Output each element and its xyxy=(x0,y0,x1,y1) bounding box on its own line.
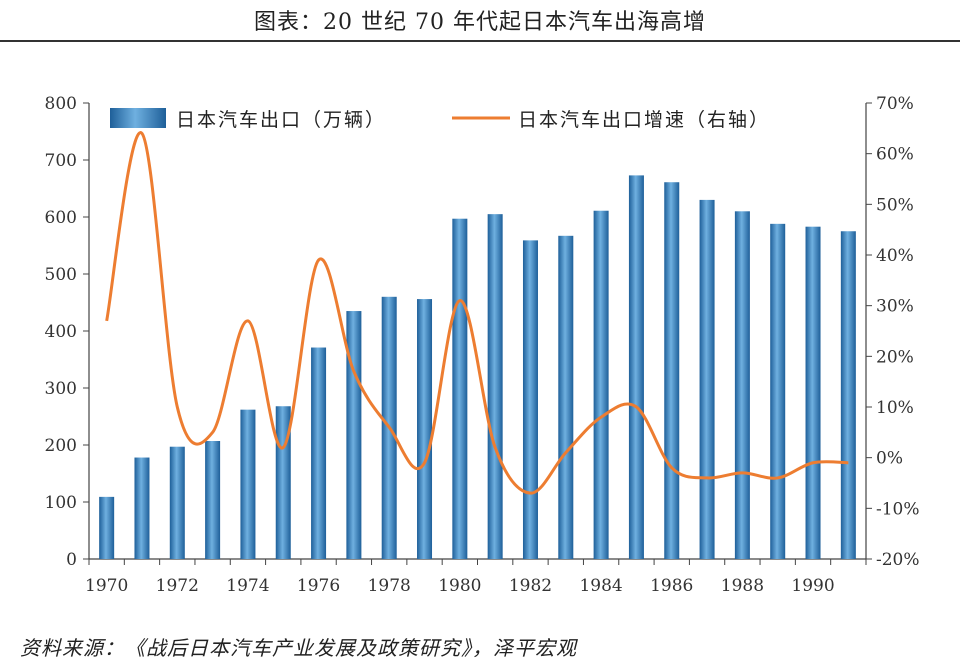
bars xyxy=(99,175,856,560)
export-bar xyxy=(558,235,574,559)
export-bar xyxy=(99,496,115,559)
left-tick-label: 700 xyxy=(45,151,77,171)
export-bar xyxy=(134,457,150,559)
left-tick-label: 100 xyxy=(45,493,77,513)
source-note: 资料来源：《战后日本汽车产业发展及政策研究》，泽平宏观 xyxy=(20,636,577,660)
export-bar xyxy=(417,299,433,559)
chart-title: 图表：20 世纪 70 年代起日本汽车出海高增 xyxy=(254,10,706,35)
right-tick-label: 40% xyxy=(876,246,914,266)
export-bar xyxy=(593,210,609,560)
x-tick-label: 1986 xyxy=(650,576,693,596)
x-tick-label: 1970 xyxy=(85,576,128,596)
right-tick-label: 20% xyxy=(876,347,914,367)
export-bar xyxy=(205,441,221,559)
export-bar xyxy=(628,175,644,559)
right-tick-label: 60% xyxy=(876,145,914,165)
right-tick-label: 0% xyxy=(876,449,903,469)
export-bar xyxy=(840,231,856,559)
x-tick-label: 1988 xyxy=(721,576,764,596)
x-tick-label: 1984 xyxy=(579,576,622,596)
x-tick-label: 1972 xyxy=(156,576,199,596)
legend: 日本汽车出口（万辆） 日本汽车出口增速（右轴） xyxy=(110,108,770,131)
right-tick-label: 30% xyxy=(876,297,914,317)
left-tick-label: 300 xyxy=(45,379,77,399)
export-bar xyxy=(699,199,715,559)
export-bar xyxy=(734,211,750,560)
export-bar xyxy=(311,347,327,559)
left-tick-label: 600 xyxy=(45,208,77,228)
export-bar xyxy=(240,409,256,559)
left-tick-label: 800 xyxy=(45,94,77,114)
x-tick-label: 1990 xyxy=(791,576,834,596)
x-tick-label: 1978 xyxy=(368,576,411,596)
x-tick-label: 1974 xyxy=(226,576,269,596)
x-tick-label: 1982 xyxy=(509,576,552,596)
left-tick-label: 400 xyxy=(45,322,77,342)
left-tick-label: 0 xyxy=(66,550,77,570)
right-tick-label: 70% xyxy=(876,94,914,114)
right-tick-label: -10% xyxy=(876,499,920,519)
legend-bar-swatch xyxy=(110,108,166,128)
export-bar xyxy=(452,218,468,559)
right-tick-label: 10% xyxy=(876,398,914,418)
growth-line-layer xyxy=(105,131,849,495)
right-tick-label: -20% xyxy=(876,550,920,570)
tick-labels: 0 100 200 300 400 500 600 700 800 -20% -10% 0% 10% 20… xyxy=(45,94,920,596)
x-tick-label: 1976 xyxy=(297,576,340,596)
export-bar xyxy=(805,226,821,559)
export-bar xyxy=(522,240,538,559)
x-tick-label: 1980 xyxy=(438,576,481,596)
export-bar xyxy=(664,182,680,560)
left-tick-label: 200 xyxy=(45,436,77,456)
export-bar xyxy=(487,214,503,559)
legend-bar-label: 日本汽车出口（万辆） xyxy=(176,109,386,131)
export-bar xyxy=(346,311,362,559)
right-tick-label: 50% xyxy=(876,195,914,215)
export-bar xyxy=(770,223,786,559)
left-tick-label: 500 xyxy=(45,265,77,285)
title-rule xyxy=(0,40,960,42)
legend-line-label: 日本汽车出口增速（右轴） xyxy=(518,109,770,131)
export-bar xyxy=(169,446,185,559)
axes xyxy=(83,102,872,565)
